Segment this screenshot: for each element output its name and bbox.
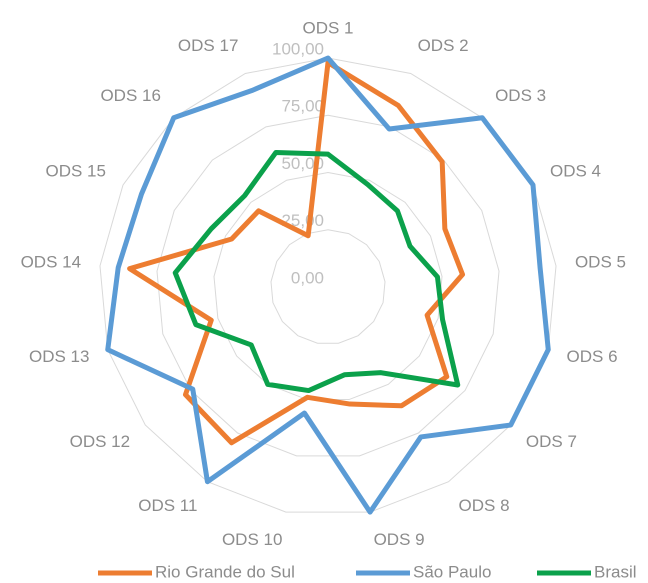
category-label: ODS 6 — [567, 347, 618, 366]
category-label: ODS 7 — [526, 432, 577, 451]
series-line — [172, 149, 461, 394]
category-label: ODS 5 — [575, 253, 626, 272]
category-label: ODS 11 — [138, 496, 197, 515]
category-label: ODS 16 — [100, 86, 160, 105]
grid-ring — [156, 114, 500, 457]
legend-label: Brasil — [594, 562, 637, 581]
category-label: ODS 9 — [374, 530, 425, 549]
legend-label: Rio Grande do Sul — [155, 562, 295, 581]
legend-label: São Paulo — [413, 562, 491, 581]
y-tick-label: 0,00 — [291, 268, 324, 287]
y-tick-label: 75,00 — [281, 97, 324, 116]
y-tick-label: 100,00 — [272, 39, 324, 58]
category-label: ODS 1 — [302, 18, 353, 37]
category-label: ODS 17 — [178, 36, 238, 55]
category-label: ODS 8 — [459, 496, 510, 515]
series-line — [105, 55, 551, 515]
category-label: ODS 10 — [222, 530, 282, 549]
series-line — [127, 60, 466, 446]
category-label: ODS 3 — [495, 86, 546, 105]
grid-ring — [213, 171, 443, 401]
category-label: ODS 13 — [29, 347, 89, 366]
grid-ring — [270, 229, 386, 344]
y-tick-label: 50,00 — [281, 154, 324, 173]
category-label: ODS 15 — [46, 161, 106, 180]
category-label: ODS 12 — [70, 432, 130, 451]
category-label: ODS 2 — [418, 36, 469, 55]
category-label: ODS 4 — [550, 161, 601, 180]
category-label: ODS 14 — [21, 253, 81, 272]
